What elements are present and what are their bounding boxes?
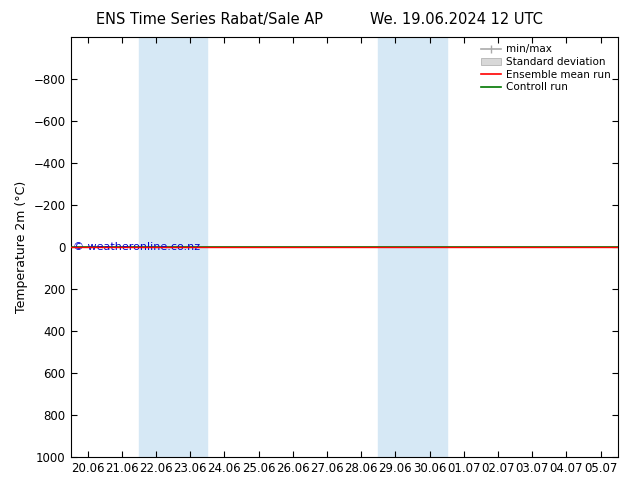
Text: We. 19.06.2024 12 UTC: We. 19.06.2024 12 UTC: [370, 12, 543, 27]
Text: ENS Time Series Rabat/Sale AP: ENS Time Series Rabat/Sale AP: [96, 12, 323, 27]
Text: © weatheronline.co.nz: © weatheronline.co.nz: [74, 242, 200, 252]
Y-axis label: Temperature 2m (°C): Temperature 2m (°C): [15, 181, 28, 313]
Bar: [378, 37, 447, 457]
Legend: min/max, Standard deviation, Ensemble mean run, Controll run: min/max, Standard deviation, Ensemble me…: [479, 42, 612, 94]
Bar: [139, 37, 207, 457]
